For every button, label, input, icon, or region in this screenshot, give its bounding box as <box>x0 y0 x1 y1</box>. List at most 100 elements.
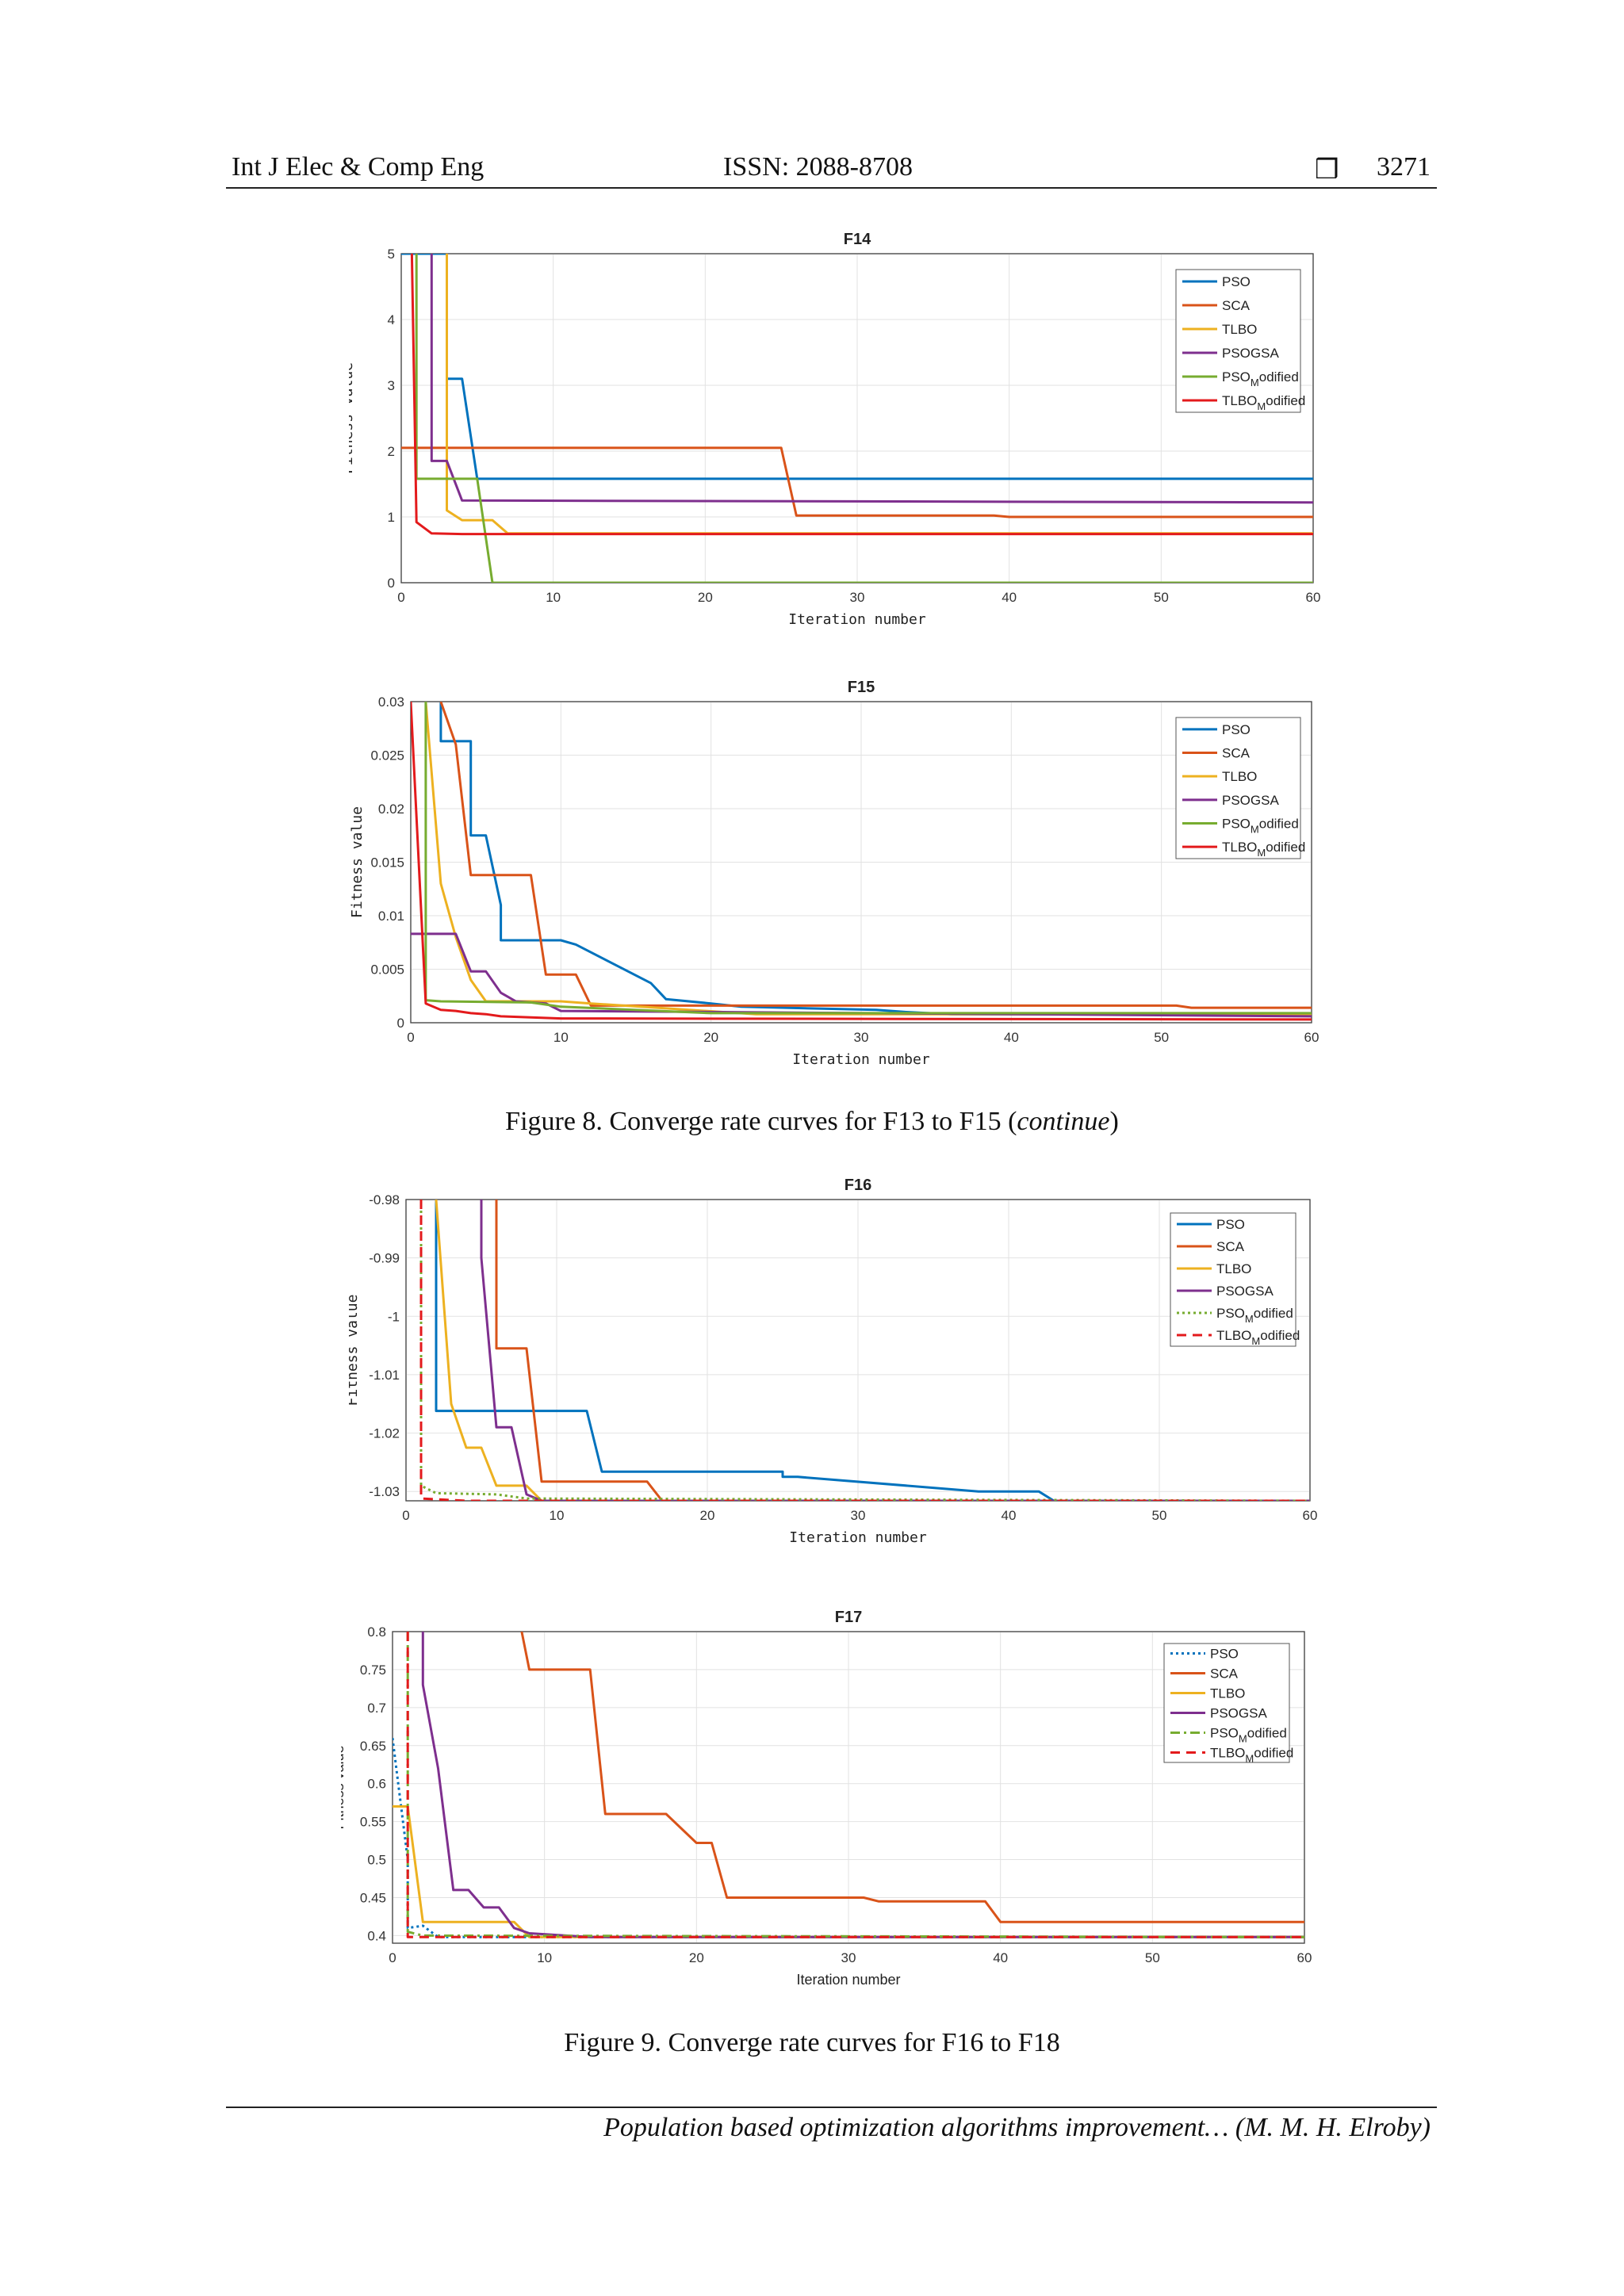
y-tick-label: 0.025 <box>370 748 404 763</box>
series-line-tlbo-modified <box>406 1632 1304 1938</box>
issn: ISSN: 2088-8708 <box>723 152 913 182</box>
legend-label: PSO <box>1216 1217 1245 1232</box>
series-line-psogsa <box>480 1200 1310 1501</box>
x-tick-label: 20 <box>700 1508 715 1523</box>
x-tick-label: 30 <box>841 1950 856 1965</box>
x-axis-label: Iteration number <box>789 1529 927 1546</box>
x-tick-label: 10 <box>537 1950 552 1965</box>
x-tick-label: 40 <box>1002 1508 1017 1523</box>
series-line-pso-modified <box>419 1200 1310 1501</box>
y-tick-label: 0.45 <box>360 1890 386 1905</box>
y-tick-label: 0.7 <box>367 1701 386 1716</box>
y-axis-label: Fitness value <box>349 806 366 918</box>
legend-label: PSOGSA <box>1222 346 1279 361</box>
x-axis-label: Iteration number <box>792 1051 930 1068</box>
x-tick-label: 20 <box>703 1030 718 1045</box>
legend-label: PSO <box>1222 274 1251 289</box>
caption-suffix: ) <box>1109 1107 1119 1136</box>
x-tick-label: 50 <box>1154 1030 1169 1045</box>
series-line-pso <box>393 1738 1304 1938</box>
y-axis-label: Fitness value <box>349 1295 361 1406</box>
series-line-psogsa <box>430 254 1313 504</box>
y-tick-label: 0 <box>397 1016 404 1031</box>
y-tick-label: 0.4 <box>367 1928 386 1943</box>
chart-title: F14 <box>844 231 871 248</box>
journal-name: Int J Elec & Comp Eng <box>232 152 485 182</box>
x-tick-label: 50 <box>1154 590 1169 605</box>
legend-label: PSOGSA <box>1210 1706 1267 1721</box>
legend-label: PSO <box>1222 722 1251 737</box>
y-tick-label: 0.6 <box>367 1777 386 1792</box>
y-tick-label: -1.02 <box>369 1426 400 1441</box>
y-tick-label: -1 <box>388 1309 400 1324</box>
legend-label: SCA <box>1222 746 1251 761</box>
series-line-sca <box>495 1200 1310 1501</box>
y-tick-label: 0.03 <box>378 695 404 710</box>
figure-9-caption: Figure 9. Converge rate curves for F16 t… <box>564 2028 1060 2057</box>
series-line-pso <box>439 702 1312 1016</box>
series-line-tlbo-modified <box>410 254 1313 536</box>
legend-label: SCA <box>1216 1239 1245 1254</box>
chart-f15: F15 0 10 20 30 40 50 60 0 0.005 0.01 0.015 0.02 0.025… <box>349 679 1320 1068</box>
x-axis-label: Iteration number <box>788 611 926 628</box>
y-axis-label: Fitness value <box>341 1745 347 1829</box>
y-tick-label: 0 <box>388 576 395 591</box>
y-tick-label: 0.65 <box>360 1739 386 1754</box>
square-box-icon: ❒ <box>1315 155 1339 185</box>
x-tick-label: 10 <box>546 590 561 605</box>
y-tick-label: 0.5 <box>367 1853 386 1868</box>
y-tick-label: 0.015 <box>370 855 404 871</box>
footer-rule <box>226 2107 1437 2108</box>
series-line-pso <box>401 254 1313 480</box>
x-tick-label: 30 <box>851 1508 866 1523</box>
legend-label: TLBO <box>1210 1686 1245 1701</box>
x-tick-label: 60 <box>1304 1030 1320 1045</box>
x-tick-label: 50 <box>1152 1508 1167 1523</box>
plot-frame <box>392 1631 1305 1944</box>
series-line-sca <box>439 702 1312 1009</box>
y-tick-label: 0.8 <box>367 1624 386 1640</box>
x-tick-label: 20 <box>689 1950 704 1965</box>
y-tick-label: -0.98 <box>369 1192 400 1207</box>
legend-box <box>1175 717 1301 859</box>
legend-label: SCA <box>1210 1667 1239 1682</box>
series-line-tlbo-modified <box>411 702 1312 1021</box>
caption-text: Figure 8. Converge rate curves for F13 t… <box>505 1107 1017 1136</box>
series-line-pso-modified <box>415 254 1313 583</box>
y-tick-label: -0.99 <box>369 1251 400 1266</box>
x-tick-label: 10 <box>550 1508 565 1523</box>
x-tick-label: 40 <box>993 1950 1008 1965</box>
chart-f14: F14 0 10 20 30 40 50 60 0 1 2 3 4 5 Iteration number Fi… <box>349 231 1320 628</box>
chart-title: F17 <box>835 1609 862 1626</box>
x-tick-label: 40 <box>1004 1030 1019 1045</box>
figure-8-caption: Figure 8. Converge rate curves for F13 t… <box>0 1107 1624 1137</box>
y-axis-label: Fitness value <box>349 362 356 474</box>
legend-label: TLBO <box>1216 1261 1251 1276</box>
x-tick-label: 0 <box>402 1508 409 1523</box>
caption-italic: continue <box>1017 1107 1110 1136</box>
x-tick-label: 60 <box>1303 1508 1318 1523</box>
y-tick-label: 1 <box>388 510 395 525</box>
y-tick-label: 0.02 <box>378 802 404 817</box>
y-tick-label: 0.005 <box>370 962 404 978</box>
y-tick-label: -1.01 <box>369 1368 400 1383</box>
x-tick-label: 30 <box>854 1030 869 1045</box>
y-tick-label: 3 <box>388 378 395 393</box>
legend-label: PSOGSA <box>1222 793 1279 808</box>
plot-frame <box>410 701 1312 1024</box>
x-tick-label: 60 <box>1297 1950 1312 1965</box>
x-tick-label: 30 <box>850 590 865 605</box>
series-line-tlbo-modified <box>419 1200 1310 1501</box>
y-tick-label: 2 <box>388 444 395 459</box>
legend-label: PSO <box>1210 1647 1239 1662</box>
header-rule <box>226 187 1437 189</box>
legend-label: TLBO <box>1222 769 1257 784</box>
x-tick-label: 0 <box>407 1030 414 1045</box>
legend-label: PSOGSA <box>1216 1284 1274 1299</box>
legend-label: SCA <box>1222 298 1251 313</box>
page-number: 3271 <box>1377 152 1431 182</box>
